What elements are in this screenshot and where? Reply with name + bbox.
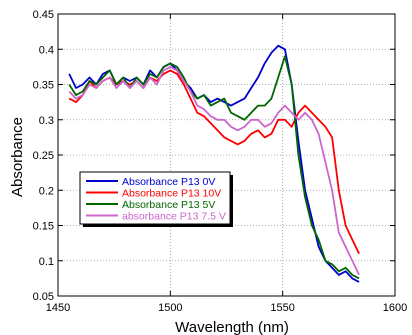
x-tick-label: 1450: [46, 302, 70, 314]
series-line-3: [68, 55, 360, 280]
y-tick-label: 0.1: [39, 256, 54, 268]
legend-label: Absorbance P13 10V: [122, 188, 221, 200]
y-tick-label: 0.25: [33, 150, 54, 162]
series-line-4: [68, 66, 360, 276]
y-axis-label: Absorbance: [9, 117, 26, 197]
y-tick-label: 0.45: [33, 9, 54, 21]
y-tick-label: 0.2: [39, 185, 54, 197]
tick-labels: 1450 1500 1550 1600 0.05 0.1 0.15 0.2 0.25 0.3 0.3…: [33, 9, 408, 314]
y-tick-label: 0.15: [33, 221, 54, 233]
x-tick-label: 1550: [270, 302, 294, 314]
x-tick-label: 1600: [383, 302, 407, 314]
legend-label: Absorbance P13 0V: [122, 176, 215, 188]
y-tick-label: 0.3: [39, 115, 54, 127]
series-layer: [68, 44, 360, 283]
legend-label: Absorbance P13 5V: [122, 199, 215, 211]
y-tick-label: 0.05: [33, 291, 54, 303]
y-tick-label: 0.4: [39, 44, 54, 56]
legend-label: absorbance P13 7.5 V: [122, 211, 226, 223]
x-axis-label: Wavelength (nm): [175, 319, 289, 335]
x-tick-label: 1500: [158, 302, 182, 314]
axis-ticks: [57, 13, 396, 297]
y-tick-label: 0.35: [33, 80, 54, 92]
